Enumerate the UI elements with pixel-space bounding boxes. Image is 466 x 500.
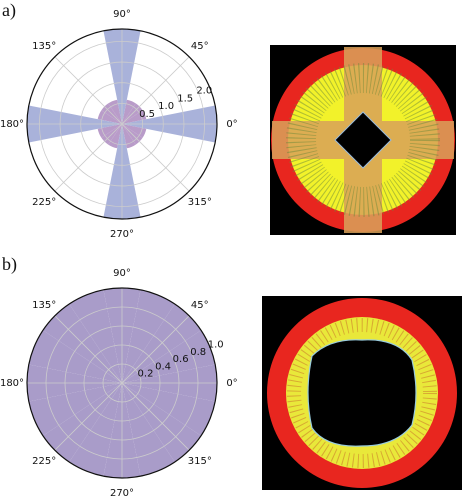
theta-tick-label: 225°	[32, 197, 56, 208]
r-tick-label: 0.4	[155, 361, 171, 372]
bar	[28, 330, 123, 383]
theta-tick-label: 45°	[191, 41, 209, 52]
grid-line	[121, 123, 190, 192]
grid-line	[121, 56, 190, 125]
theta-tick-label: 315°	[188, 456, 212, 467]
bar	[122, 289, 175, 383]
bar	[122, 383, 216, 436]
theta-tick-label: 180°	[0, 378, 24, 389]
bar	[122, 330, 216, 383]
grid-line	[54, 382, 123, 451]
theta-tick-label: 270°	[110, 488, 134, 499]
theta-tick-label: 135°	[32, 41, 56, 52]
r-tick-label: 0.2	[138, 369, 154, 380]
theta-tick-label: 315°	[188, 197, 212, 208]
panel-label: a)	[2, 0, 16, 21]
r-tick-label: 0.6	[173, 354, 189, 365]
polar-frame	[26, 28, 218, 220]
bar	[28, 383, 123, 436]
theta-tick-label: 0°	[226, 119, 237, 130]
grid-line	[121, 382, 190, 451]
r-tick-label: 1.0	[208, 340, 224, 351]
theta-tick-label: 225°	[32, 456, 56, 467]
r-tick-label: 2.0	[196, 85, 212, 96]
r-tick-label: 1.0	[158, 101, 174, 112]
panel-label: b)	[2, 254, 17, 275]
theta-tick-label: 90°	[113, 9, 131, 20]
grid-line	[54, 56, 123, 125]
theta-tick-label: 135°	[32, 300, 56, 311]
theta-tick-label: 180°	[0, 119, 24, 130]
grid-line	[54, 123, 123, 192]
image-b	[262, 296, 462, 490]
bar	[69, 383, 122, 477]
grid-line	[54, 315, 123, 384]
polar-frame	[26, 287, 218, 479]
theta-tick-label: 45°	[191, 300, 209, 311]
r-tick-label: 0.5	[139, 109, 155, 120]
theta-tick-label: 90°	[113, 268, 131, 279]
theta-tick-label: 270°	[110, 229, 134, 240]
theta-tick-label: 0°	[226, 378, 237, 389]
r-tick-label: 1.5	[177, 93, 193, 104]
bar	[69, 289, 122, 383]
grid-line	[121, 315, 190, 384]
r-tick-label: 0.8	[190, 347, 206, 358]
image-a	[270, 45, 456, 235]
bar	[122, 383, 175, 477]
